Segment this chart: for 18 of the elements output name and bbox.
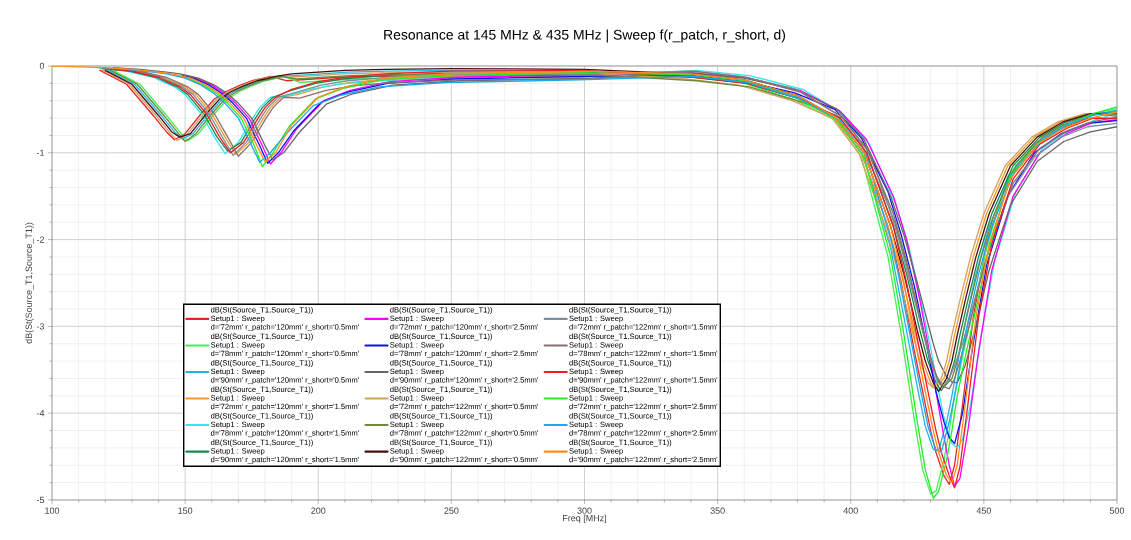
y-tick-label: 0 [39,62,45,70]
chart-title: Resonance at 145 MHz & 435 MHz | Sweep f(r_patch, r_short, d) [384,29,786,43]
x-tick-label: 250 [444,507,459,514]
x-tick-label: 450 [976,507,991,514]
x-tick-label: 300 [577,507,592,514]
y-axis-title: dB(St(Source_T1,Source_T1)) [25,222,34,344]
x-tick-label: 500 [1109,507,1125,514]
y-tick-label: -5 [36,496,45,504]
y-tick-label: -1 [36,149,45,156]
x-axis-title: Freq [MHz] [563,514,607,524]
x-tick-label: 150 [178,507,193,514]
y-tick-label: -2 [36,236,45,243]
x-tick-label: 400 [843,507,858,514]
x-tick-label: 100 [45,507,60,514]
y-tick-label: -3 [36,323,45,330]
y-tick-label: -4 [36,410,45,417]
x-tick-label: 200 [311,507,326,514]
x-tick-label: 350 [710,507,725,514]
